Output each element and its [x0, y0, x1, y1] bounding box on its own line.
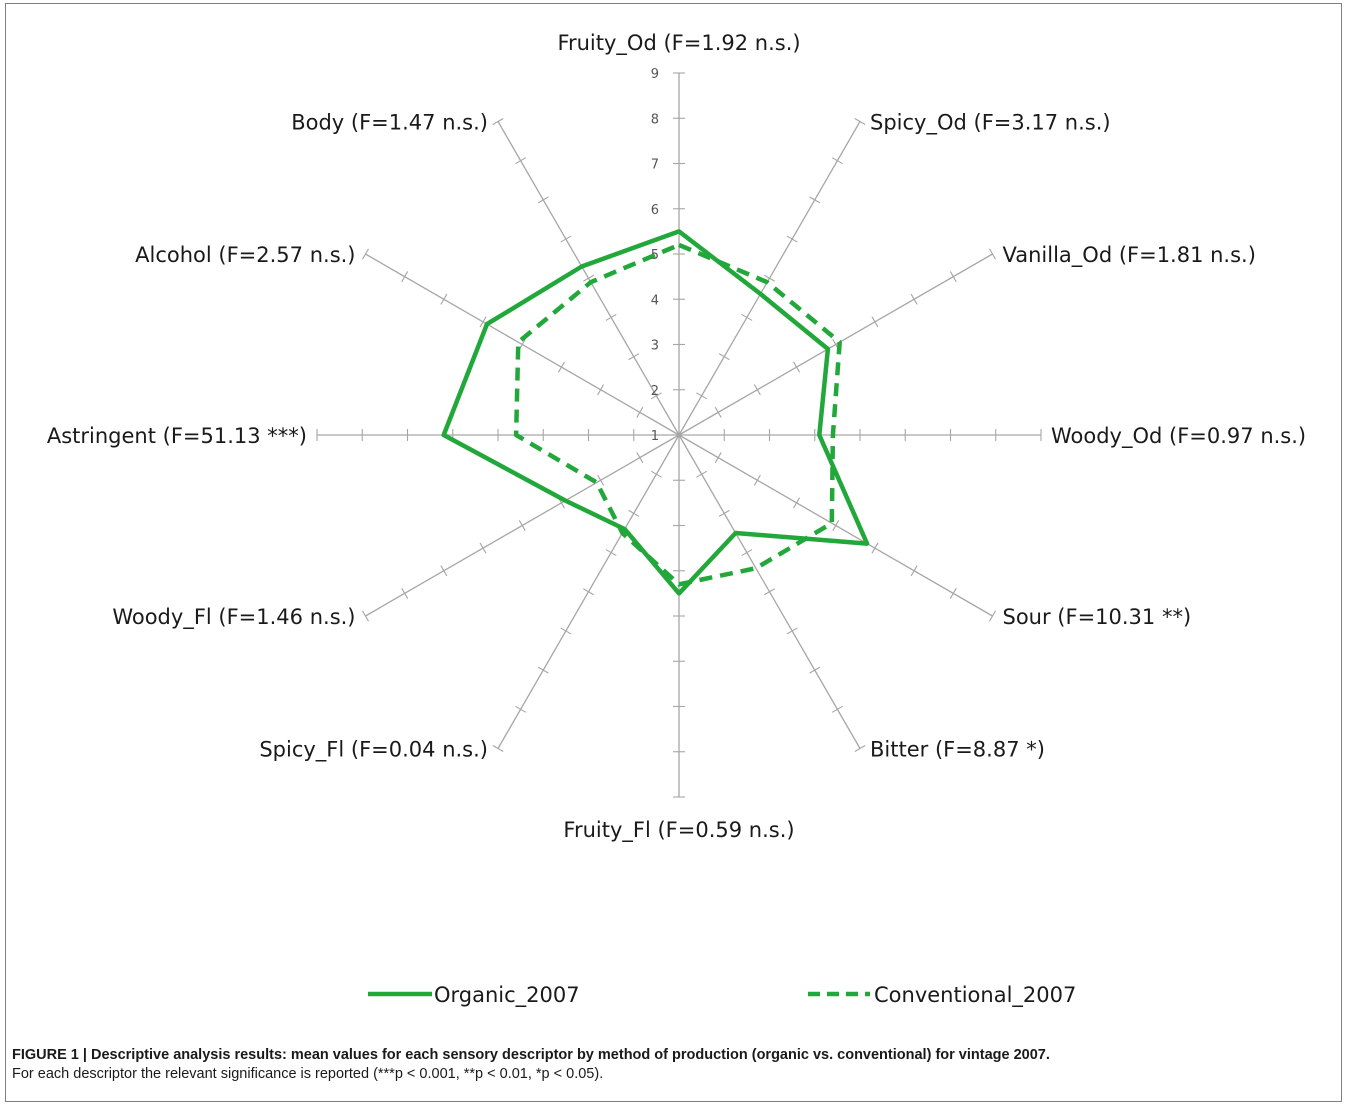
- axis-tick: [518, 520, 526, 531]
- axis-tick: [515, 157, 527, 165]
- axis-label-woody-od: Woody_Od (F=0.97 n.s.): [1051, 424, 1306, 449]
- caption-title: FIGURE 1 | Descriptive analysis results:…: [12, 1047, 1050, 1063]
- axis-tick: [764, 588, 775, 596]
- legend-conventional-label: Conventional_2007: [874, 983, 1076, 1008]
- axis-tick: [854, 745, 866, 752]
- axis-tick: [636, 406, 644, 418]
- axis-tick: [949, 271, 957, 283]
- axis-tick: [753, 384, 761, 396]
- caption-body: For each descriptor the relevant signifi…: [12, 1066, 604, 1082]
- axis-tick: [831, 705, 843, 713]
- axis-tick: [753, 474, 761, 486]
- axis-tick: [809, 196, 821, 204]
- axis-tick: [583, 588, 594, 596]
- tick-label: 4: [651, 293, 659, 308]
- axis-tick: [650, 392, 662, 400]
- radar-series: [441, 229, 870, 596]
- axis-tick: [714, 452, 722, 464]
- axis-label-alcohol: Alcohol (F=2.57 n.s.): [135, 243, 355, 267]
- axis-tick: [401, 587, 409, 599]
- axis-tick: [854, 118, 866, 125]
- axis-tick: [989, 610, 996, 622]
- axis-tick: [605, 549, 617, 557]
- axis-tick: [696, 470, 708, 478]
- axis-tick: [910, 565, 918, 577]
- tick-label: 5: [651, 248, 659, 263]
- axis-tick: [401, 271, 409, 283]
- radar-axes: [316, 72, 1042, 798]
- axis-tick: [440, 565, 448, 577]
- radar-tick-labels: 1 2 3 4 5 6 7 8 9: [651, 67, 659, 444]
- axis-tick: [597, 384, 605, 396]
- axis-tick: [714, 406, 722, 418]
- axis-tick: [718, 353, 730, 361]
- axis-tick: [628, 353, 640, 361]
- axis-tick: [793, 361, 801, 373]
- axis-tick: [793, 497, 801, 509]
- axis-tick: [605, 313, 617, 321]
- axis-tick: [764, 274, 775, 282]
- axis-tick: [560, 627, 572, 635]
- axis-tick: [949, 587, 957, 599]
- axis-tick: [362, 610, 369, 622]
- tick-label: 6: [651, 203, 659, 218]
- radar-axis-labels: Fruity_Od (F=1.92 n.s.) Spicy_Od (F=3.17 …: [47, 31, 1306, 843]
- axis-tick: [583, 274, 594, 282]
- axis-label-spicy-od: Spicy_Od (F=3.17 n.s.): [870, 111, 1111, 136]
- axis-tick: [628, 509, 640, 517]
- figure-frame: [5, 3, 1342, 1102]
- axis-tick: [557, 361, 565, 373]
- axis-tick: [492, 745, 504, 752]
- axis-tick: [696, 392, 708, 400]
- axis-label-spicy-fl: Spicy_Fl (F=0.04 n.s.): [259, 738, 488, 763]
- axis-label-sour: Sour (F=10.31 **): [1003, 605, 1192, 629]
- chart-legend: Organic_2007 Conventional_2007: [368, 983, 1076, 1008]
- legend-organic-label: Organic_2007: [434, 983, 580, 1008]
- axis-tick: [809, 666, 821, 674]
- axis-tick: [989, 248, 996, 260]
- axis-tick: [871, 542, 879, 554]
- axis-tick: [479, 542, 487, 554]
- axis-label-fruity-od: Fruity_Od (F=1.92 n.s.): [557, 31, 800, 56]
- axis-tick: [492, 118, 504, 125]
- axis-tick: [910, 293, 918, 305]
- axis-label-body: Body (F=1.47 n.s.): [291, 111, 488, 135]
- axis-tick: [636, 452, 644, 464]
- axis-tick: [831, 157, 843, 165]
- axis-tick: [515, 705, 527, 713]
- axis-tick: [741, 313, 753, 321]
- axis-tick: [832, 520, 840, 531]
- figure-caption: FIGURE 1 | Descriptive analysis results:…: [12, 1046, 1337, 1084]
- tick-label: 2: [651, 384, 659, 399]
- tick-label: 7: [651, 158, 659, 173]
- axis-label-fruity-fl: Fruity_Fl (F=0.59 n.s.): [563, 818, 794, 843]
- axis-tick: [786, 235, 798, 243]
- axis-tick: [597, 474, 605, 486]
- axis-tick: [440, 293, 448, 305]
- tick-label: 1: [651, 429, 659, 444]
- axis-label-vanilla-od: Vanilla_Od (F=1.81 n.s.): [1003, 243, 1256, 268]
- axis-tick: [718, 509, 730, 517]
- axis-tick: [362, 248, 369, 260]
- series-line-conventional-2007: [513, 242, 842, 587]
- axis-tick: [537, 196, 549, 204]
- axis-tick: [650, 470, 662, 478]
- tick-label: 8: [651, 112, 659, 127]
- axis-label-woody-fl: Woody_Fl (F=1.46 n.s.): [112, 605, 355, 630]
- axis-label-bitter: Bitter (F=8.87 *): [870, 738, 1045, 762]
- axis-tick: [741, 549, 753, 557]
- tick-label: 3: [651, 339, 659, 354]
- axis-tick: [479, 316, 487, 328]
- axis-tick: [537, 666, 549, 674]
- axis-label-astringent: Astringent (F=51.13 ***): [47, 424, 307, 448]
- tick-label: 9: [651, 67, 659, 82]
- axis-tick: [560, 235, 572, 243]
- axis-tick: [871, 316, 879, 328]
- axis-tick: [786, 627, 798, 635]
